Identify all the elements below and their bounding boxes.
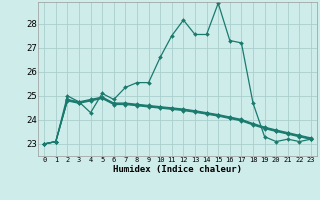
X-axis label: Humidex (Indice chaleur): Humidex (Indice chaleur) bbox=[113, 165, 242, 174]
